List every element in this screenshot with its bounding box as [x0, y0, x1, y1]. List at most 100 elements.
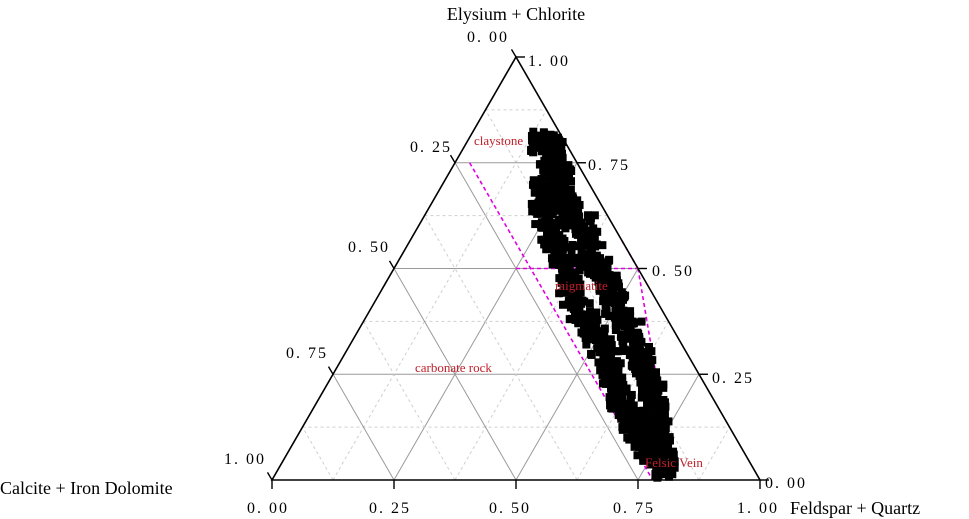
data-point — [566, 165, 575, 174]
data-point — [557, 278, 566, 287]
data-point — [601, 350, 610, 359]
data-point — [548, 140, 557, 149]
tick-label-bottom-1: 0. 25 — [369, 500, 411, 517]
data-point — [568, 240, 577, 249]
data-point — [527, 146, 536, 155]
data-point — [574, 275, 583, 284]
data-point — [601, 379, 610, 388]
data-point — [533, 178, 542, 187]
data-point — [591, 315, 600, 324]
data-point — [646, 405, 655, 414]
data-points — [527, 127, 679, 482]
data-point — [541, 240, 550, 249]
data-point — [586, 245, 595, 254]
data-point — [548, 195, 557, 204]
data-point — [594, 277, 603, 286]
data-point — [665, 433, 674, 442]
data-point — [556, 253, 565, 262]
data-point — [653, 395, 662, 404]
data-point — [594, 358, 603, 367]
axis-label-right: Feldspar + Quartz — [790, 498, 920, 518]
data-point — [564, 161, 573, 170]
data-point — [614, 411, 623, 420]
data-point — [553, 155, 562, 164]
data-point — [617, 306, 626, 315]
data-point — [616, 301, 625, 310]
data-point — [572, 228, 581, 237]
data-point — [604, 281, 613, 290]
data-point — [562, 243, 571, 252]
data-point — [611, 281, 620, 290]
data-point — [595, 348, 604, 357]
data-point — [573, 196, 582, 205]
data-point — [595, 286, 604, 295]
grid-line-cal — [424, 215, 578, 481]
grid-line-cal — [332, 374, 395, 481]
data-point — [535, 160, 544, 169]
data-point — [565, 315, 574, 324]
data-point — [591, 323, 600, 332]
grid-line-cal — [393, 268, 517, 481]
data-point — [641, 361, 650, 370]
data-point — [631, 432, 640, 441]
data-point — [657, 426, 666, 435]
data-point — [645, 428, 654, 437]
data-point — [611, 298, 620, 307]
data-point — [605, 255, 614, 264]
data-point — [551, 173, 560, 182]
data-point — [632, 409, 641, 418]
data-point — [553, 133, 562, 142]
data-point — [558, 137, 567, 146]
data-point — [642, 443, 651, 452]
data-point-11 — [541, 213, 550, 222]
data-point — [600, 292, 609, 301]
data-point-34 — [636, 353, 645, 362]
data-point — [547, 254, 556, 263]
data-point — [542, 209, 551, 218]
data-point — [638, 386, 647, 395]
data-point — [545, 203, 554, 212]
data-point — [565, 254, 574, 263]
data-point-43 — [629, 416, 638, 425]
data-point — [541, 171, 550, 180]
data-point — [629, 426, 638, 435]
tick-mark-left — [388, 260, 395, 269]
data-point — [655, 401, 664, 410]
data-point — [554, 260, 563, 269]
region-label-claystone: claystone — [474, 133, 523, 148]
data-point — [629, 401, 638, 410]
data-point — [666, 458, 675, 467]
data-point — [584, 241, 593, 250]
grid-line-cal — [485, 109, 700, 481]
data-point-28 — [619, 315, 628, 324]
data-point — [567, 285, 576, 294]
data-point — [636, 378, 645, 387]
data-point — [651, 444, 660, 453]
data-point — [611, 367, 620, 376]
data-point — [606, 348, 615, 357]
data-point — [595, 335, 604, 344]
tick-label-bottom-3: 0. 75 — [613, 500, 655, 517]
grid-line-fq — [332, 109, 547, 481]
data-point — [643, 400, 652, 409]
data-point — [601, 285, 610, 294]
data-point — [537, 175, 546, 184]
data-point — [541, 139, 550, 148]
data-point — [568, 301, 577, 310]
data-point — [582, 340, 591, 349]
region-label-carbonate-rock: carbonate rock — [415, 360, 492, 375]
data-point — [654, 456, 663, 465]
data-point — [635, 335, 644, 344]
tick-label-bottom-2: 0. 50 — [489, 500, 531, 517]
tick-label-left-0: 0. 25 — [410, 139, 452, 156]
data-point-16 — [582, 234, 591, 243]
data-point — [638, 374, 647, 383]
data-point — [647, 393, 656, 402]
data-point — [620, 346, 629, 355]
data-point — [564, 209, 573, 218]
data-point — [652, 368, 661, 377]
boundary-line-0 — [468, 162, 654, 481]
data-point — [653, 408, 662, 417]
data-point — [645, 455, 654, 464]
data-point — [652, 388, 661, 397]
